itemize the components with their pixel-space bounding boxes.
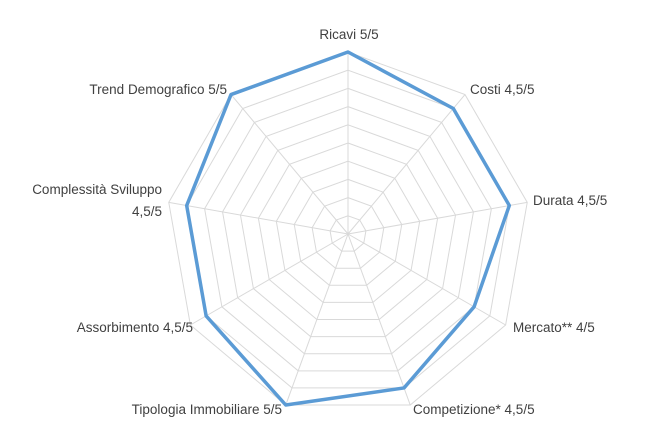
- axis-label-3: Durata 4,5/5: [533, 193, 607, 208]
- grid-ring-4: [275, 160, 421, 303]
- radar-series: [184, 50, 512, 407]
- axis-label-5: Competizione* 4,5/5: [413, 402, 535, 417]
- axis-label-4: Mercato** 4/5: [513, 320, 595, 335]
- axis-spoke-8: [168, 201, 349, 235]
- axis-spoke-7: [190, 233, 349, 326]
- radar-grid: [168, 51, 528, 406]
- axis-spoke-9: [230, 94, 349, 235]
- axis-label-6: Tipologia Immobiliare 5/5: [132, 402, 282, 417]
- axis-spoke-6: [285, 233, 349, 406]
- axis-spoke-5: [347, 233, 411, 406]
- axis-label-8: Complessità Sviluppo 4,5/5: [32, 182, 162, 219]
- grid-ring-6: [239, 124, 457, 338]
- series-line-1: [184, 50, 512, 407]
- axis-label-7: Assorbimento 4,5/5: [77, 320, 193, 335]
- axis-spoke-2: [347, 94, 466, 235]
- grid-ring-10: [168, 51, 528, 406]
- axis-spoke-3: [347, 201, 528, 235]
- axis-label-9: Trend Demografico 5/5: [89, 82, 227, 97]
- axis-label-2: Costi 4,5/5: [470, 82, 535, 97]
- grid-ring-7: [222, 106, 474, 355]
- axis-labels: Ricavi 5/5 Costi 4,5/5 Durata 4,5/5 Mercato…: [32, 27, 607, 417]
- grid-ring-8: [204, 87, 492, 372]
- grid-ring-5: [257, 142, 439, 321]
- axis-label-1: Ricavi 5/5: [319, 27, 378, 42]
- grid-ring-3: [293, 178, 403, 286]
- axis-spoke-4: [347, 233, 506, 326]
- grid-ring-2: [311, 197, 385, 269]
- grid-ring-1: [329, 215, 367, 252]
